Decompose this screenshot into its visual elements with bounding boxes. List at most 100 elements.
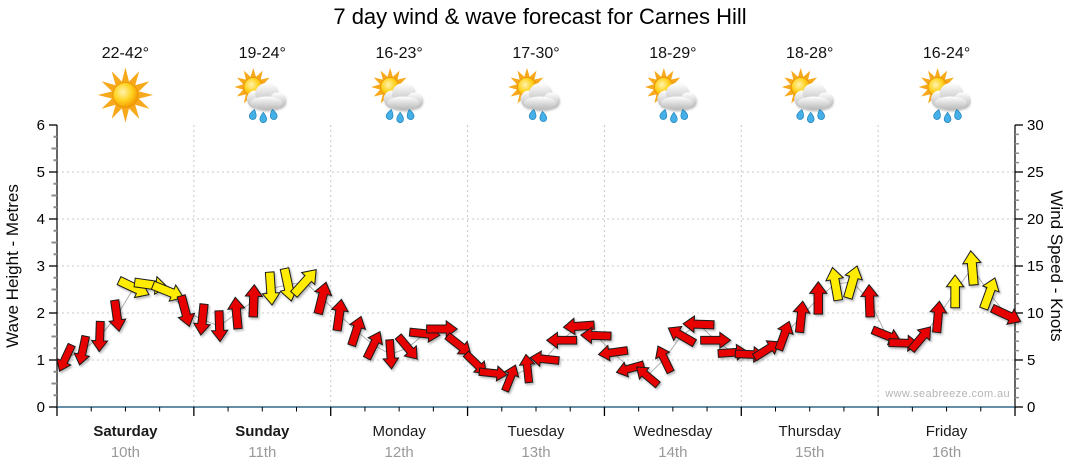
day-name-label: Sunday (235, 423, 290, 440)
raindrop (796, 108, 804, 120)
raindrop (943, 111, 952, 123)
axis-tick-label: 6 (37, 117, 45, 134)
wind-arrow (244, 283, 264, 318)
day-date-label: 11th (248, 444, 276, 461)
weather-icon-sunny (97, 67, 153, 123)
sun-ray (918, 83, 929, 91)
sun-ray (934, 68, 941, 78)
wind-arrow (261, 271, 281, 306)
wind-arrow (635, 366, 661, 389)
sun-ray (121, 106, 130, 123)
cloud (931, 83, 970, 110)
axis-tick-label: 1 (37, 352, 45, 369)
axis-tick-label: 0 (37, 399, 45, 416)
axis-tick-label: 4 (37, 211, 45, 228)
cloud (657, 83, 696, 110)
wind-arrow (150, 280, 185, 302)
wind-arrow (529, 350, 560, 368)
axis-tick-label: 20 (1027, 211, 1044, 228)
wind-arrows (56, 250, 1022, 393)
wind-arrow (945, 274, 965, 309)
day-date-label: 12th (385, 444, 414, 461)
raindrop (385, 108, 394, 120)
temp-range-label: 18-28° (786, 45, 833, 62)
raindrop (396, 111, 404, 123)
temp-range-label: 18-29° (649, 45, 696, 62)
wind-arrow (961, 250, 982, 286)
weather-icon-sun-cloud-rain (371, 68, 422, 123)
axis-tick-label: 0 (1027, 399, 1035, 416)
wind-arrow (562, 317, 595, 336)
sun-ray (127, 71, 140, 87)
day-date-label: 14th (658, 444, 687, 461)
wind-arrow (824, 266, 845, 302)
sun-ray (133, 81, 150, 93)
sun-ray (137, 91, 153, 99)
raindrop (817, 108, 825, 120)
day-name-label: Wednesday (633, 423, 712, 440)
wind-arrow (808, 280, 828, 315)
wind-arrow (501, 364, 520, 393)
wind-arrow (394, 333, 418, 360)
wind-arrow (176, 294, 196, 328)
weather-icon-sun-cloud-rain (918, 68, 970, 123)
sun-ray (133, 97, 150, 109)
sun-ray (121, 67, 130, 84)
wind-arrow (792, 300, 811, 334)
wind-arrow (362, 330, 384, 361)
cloud (794, 83, 833, 110)
sun-ray (101, 81, 118, 93)
day-name-label: Friday (926, 423, 968, 440)
wind-arrow (700, 331, 732, 350)
temp-range-label: 16-24° (923, 45, 970, 62)
temp-range-label: 22-42° (102, 45, 149, 62)
sun-ray (387, 68, 394, 78)
weather-icon-sun-cloud-rain (644, 68, 696, 123)
day-name-label: Saturday (93, 423, 158, 440)
wind-arrow (579, 326, 612, 345)
raindrop (680, 108, 688, 120)
raindrop (659, 108, 668, 120)
wind-arrow (56, 342, 76, 372)
day-name-label: Thursday (778, 423, 841, 440)
raindrop (539, 110, 548, 122)
wind-arrow (444, 332, 472, 355)
wind-arrow (615, 360, 646, 378)
axis-ticks: 0 1 2 3 4 5 6 0 5 10 15 20 25 30 (37, 117, 1044, 416)
wind-arrow (929, 300, 948, 334)
weather-icon-sun-cloud-rain (234, 68, 285, 123)
axis-tick-label: 3 (37, 258, 45, 275)
chart-title: 7 day wind & wave forecast for Carnes Hi… (333, 4, 747, 29)
watermark: www.seabreeze.com.au (885, 388, 1010, 400)
axis-tick-label: 30 (1027, 117, 1044, 134)
wind-arrow (545, 331, 578, 350)
day-date-label: 16th (932, 444, 961, 461)
wind-arrow (979, 277, 1000, 311)
axis-tick-label: 10 (1027, 305, 1044, 322)
wind-arrow (192, 303, 212, 336)
day-date-label: 15th (795, 444, 824, 461)
wind-arrow (90, 320, 109, 353)
cloud (520, 83, 559, 110)
weather-icon-sun-cloud-rain (781, 68, 833, 123)
day-name-label: Tuesday (508, 423, 565, 440)
sun-ray (523, 68, 531, 78)
temp-range-label: 17-30° (512, 45, 559, 62)
day-name-label: Monday (372, 423, 426, 440)
wind-arrow (682, 314, 715, 334)
cloud (246, 83, 285, 110)
wind-arrow (347, 315, 367, 348)
raindrop (933, 108, 941, 120)
raindrop (954, 108, 962, 120)
raindrop (670, 111, 678, 123)
sun-ray (111, 71, 123, 87)
sun-ray (127, 103, 140, 119)
sun-ray (250, 68, 257, 78)
cloud (383, 83, 422, 110)
axis-tick-label: 25 (1027, 164, 1044, 181)
wind-arrow (73, 334, 91, 366)
sun-ray (234, 83, 245, 91)
sun-ray (644, 83, 655, 91)
wind-arrow (859, 283, 879, 318)
